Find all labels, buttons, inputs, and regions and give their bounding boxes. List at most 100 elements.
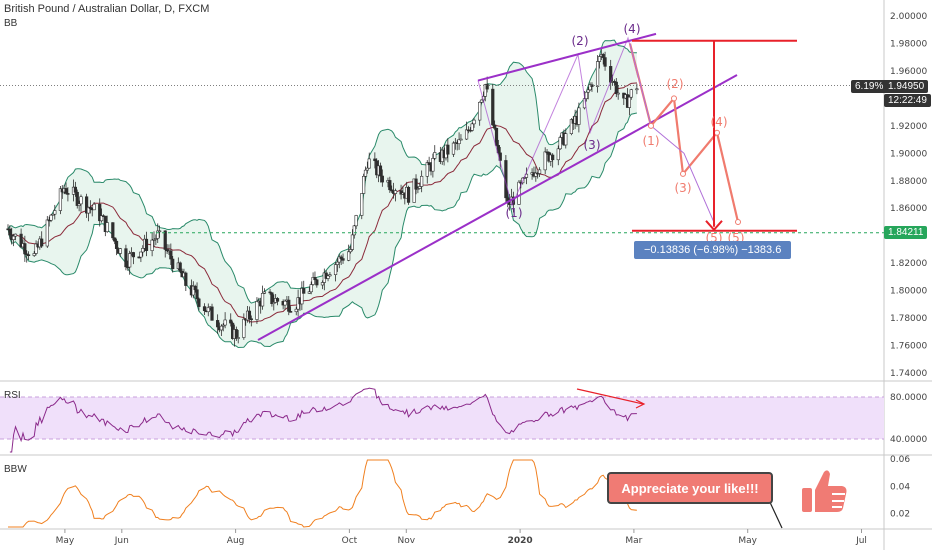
candle-body [236,337,240,339]
candle-body [425,162,429,177]
candle-body [494,127,499,146]
wave-label-purple: (4) [624,22,641,36]
bbw-tick-label: 0.02 [890,510,910,520]
candle-body [348,249,353,253]
candle-body [45,219,49,247]
candle-body [333,264,338,275]
candle-body [234,329,238,339]
candle-body [193,285,197,291]
candle-body [597,56,602,62]
bbw-tick-label: 0.04 [890,482,910,492]
rsi-divergence-line [576,388,644,405]
candle-body [247,310,252,320]
candle-body [556,148,560,161]
candle-body [315,279,319,286]
projection-node [735,218,741,225]
projection-node [714,129,720,136]
candle-body [635,88,639,91]
time-tick-label: Jul [855,536,867,546]
candle-body [154,238,158,240]
rsi-divergence-arrow [635,399,646,409]
price-tick-label: 1.90000 [890,149,927,159]
candle-body [165,249,169,252]
candle-body [216,320,220,328]
candle-body [118,248,122,254]
candle-body [339,256,343,259]
candle-body [229,319,233,324]
candle-body [139,251,143,258]
candle-body [302,288,306,294]
candle-body [289,311,293,313]
candle-body [40,238,44,247]
time-tick-label: May [738,536,757,546]
candle-body [262,291,267,294]
candle-body [210,306,214,321]
candle-body [105,222,109,232]
candle-body [124,248,128,268]
price-tick-label: 1.80000 [890,287,927,297]
candle-body [51,213,55,216]
time-tick-label: 2020 [508,536,533,546]
candle-body [627,96,632,108]
candle-body [131,252,136,258]
candle-body [326,275,330,279]
candle-body [479,99,484,103]
candle-body [354,215,358,227]
candle-body [294,308,298,313]
like-callout[interactable]: Appreciate your like!!! [607,472,773,504]
candle-body [446,144,450,155]
candle-body [73,186,77,193]
countdown-badge: 12:22:49 [884,94,931,107]
price-tick-label: 1.78000 [890,314,927,324]
candle-body [169,250,173,260]
rsi-band-fill [0,397,884,439]
like-callout-text: Appreciate your like!!! [621,480,759,496]
candle-body [320,282,325,286]
bb-basis [7,82,637,323]
candle-body [616,92,620,95]
bb-upper-band [7,39,637,304]
time-tick-label: Oct [342,536,358,546]
candle-body [242,318,246,338]
candle-body [184,272,188,286]
candle-body [223,319,227,326]
candle-body [249,318,253,321]
wave-label-red: (3) [675,181,692,195]
candle-body [363,169,368,177]
wave-label-red: (2) [667,77,684,91]
candle-body [150,239,154,251]
candle-body [543,151,547,171]
candle-body [272,302,276,305]
price-tick-label: 1.88000 [890,177,927,187]
candle-body [459,138,463,141]
price-tick-label: 1.74000 [890,369,927,379]
time-tick-label: Jun [114,536,129,546]
candle-body [53,210,57,215]
candle-body [309,284,313,293]
candle-body [26,254,31,256]
candle-body [34,243,38,254]
candle-body [564,133,568,146]
candle-body [388,180,392,191]
candle-body [537,169,542,174]
candle-body [114,240,119,249]
candle-body [483,84,487,97]
candle-body [64,188,68,194]
candle-body [603,57,607,67]
candle-body [328,274,332,277]
candle-body [614,81,618,95]
candle-body [378,165,383,177]
bbw-pane-label: BBW [4,464,27,475]
candle-body [171,258,175,270]
candle-body [75,191,79,206]
candle-body [335,261,340,265]
measure-label: −0.13836 (−6.98%) −1383.6 [634,241,792,259]
candle-body [260,292,265,307]
candle-body [350,234,354,250]
candle-body [77,203,81,206]
target-price-badge: 1.84211 [884,226,928,239]
price-tick-label: 1.98000 [890,39,927,49]
